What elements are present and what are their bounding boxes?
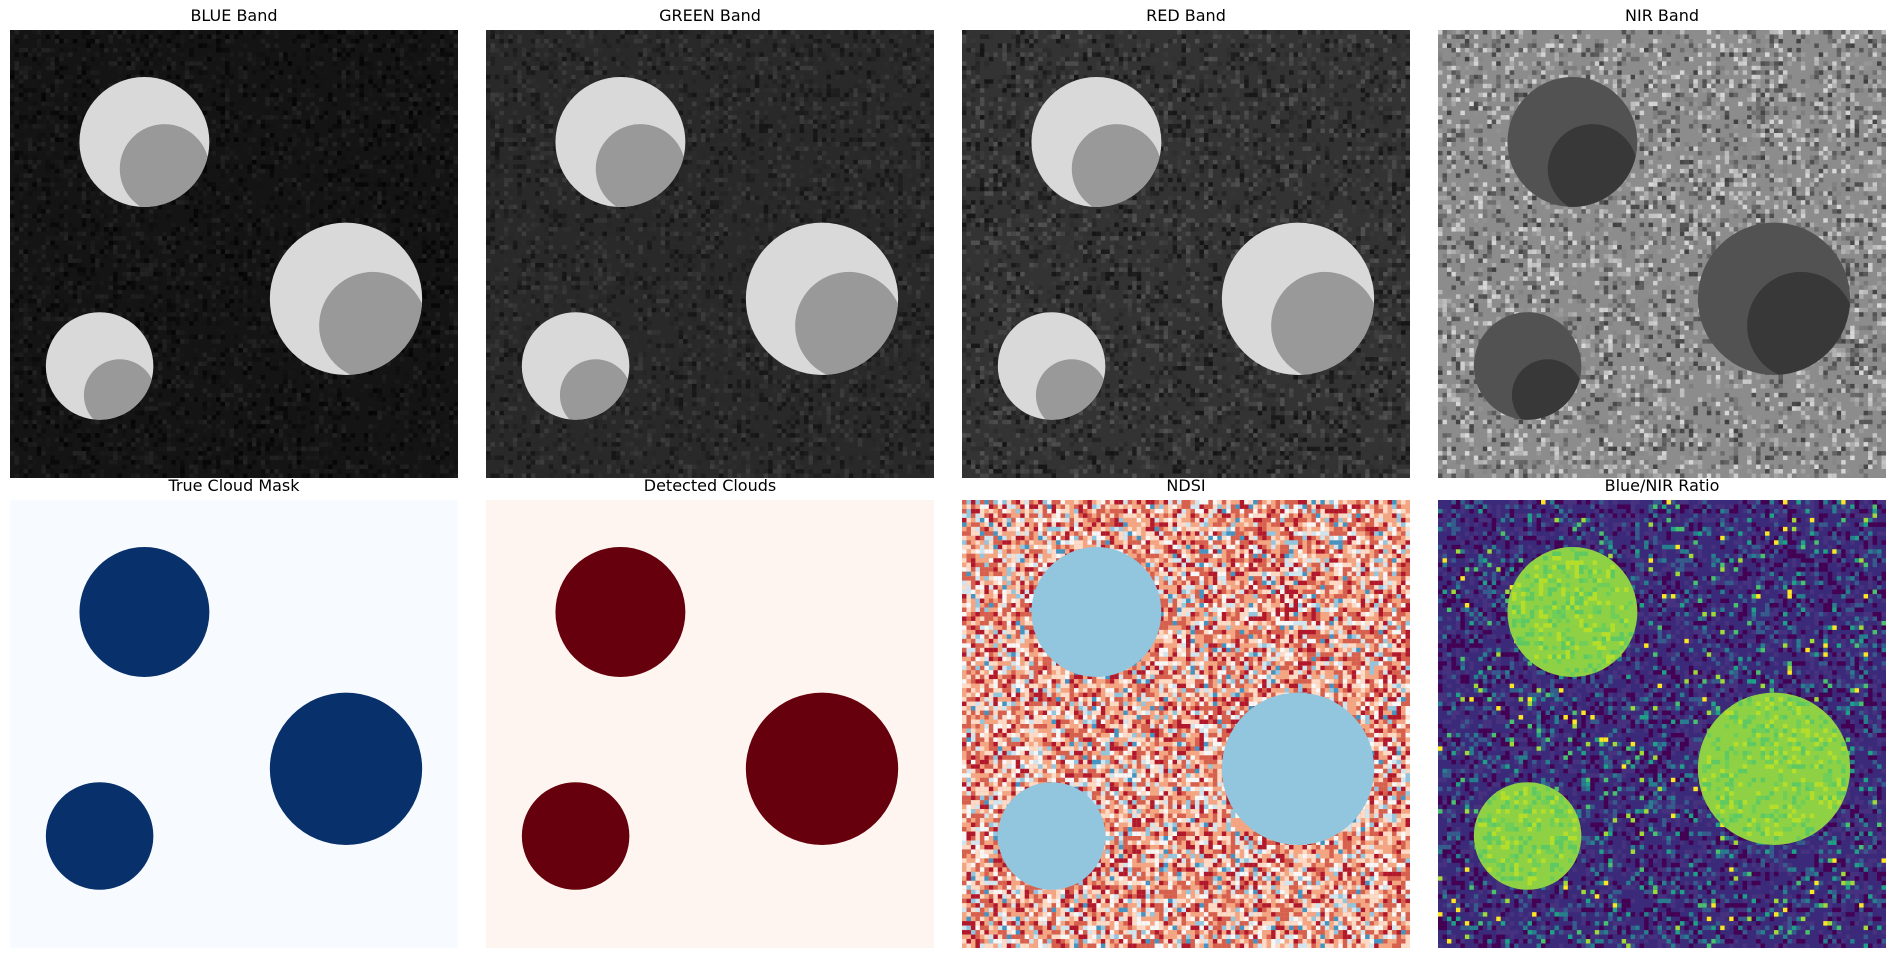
noise-layer [962,30,1410,478]
image-true-cloud-mask [10,500,458,948]
panel-title: GREEN Band [486,6,934,26]
cloud-shadow-2 [795,271,899,375]
cloud-shadow-2 [1747,271,1851,375]
cloud-shadow-2 [1271,271,1375,375]
cloud-shadow-2 [319,271,423,375]
noise-layer [486,30,934,478]
cloud-2 [269,692,423,845]
image-ndsi [962,500,1410,948]
panel-title: Blue/NIR Ratio [1438,476,1886,496]
cloud-2 [745,692,899,845]
image-red-band [962,30,1410,478]
image-green-band [486,30,934,478]
cloud-texture [1478,786,1577,886]
image-detected-clouds [486,500,934,948]
cloud-3 [521,782,630,890]
cloud-texture [1511,547,1633,677]
panel-title: BLUE Band [10,6,458,26]
image-blue-band [10,30,458,478]
panel-title: Detected Clouds [486,476,934,496]
cloud-1 [79,547,210,677]
panel-title: True Cloud Mask [10,476,458,496]
panel-title: NIR Band [1438,6,1886,26]
panel-title: NDSI [962,476,1410,496]
panel-title: RED Band [962,6,1410,26]
cloud-2 [1221,692,1375,845]
cloud-1 [555,547,686,677]
cloud-texture [1702,697,1846,841]
cloud-3 [45,782,154,890]
image-blue-nir-ratio [1438,500,1886,948]
cloud-3 [997,782,1106,890]
image-nir-band [1438,30,1886,478]
cloud-1 [1031,547,1162,677]
noise-layer [10,30,458,478]
